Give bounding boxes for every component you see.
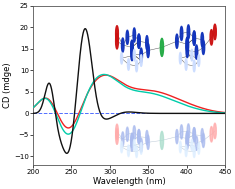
Circle shape bbox=[193, 128, 196, 142]
Circle shape bbox=[146, 36, 148, 50]
Circle shape bbox=[133, 49, 135, 61]
Circle shape bbox=[136, 60, 138, 72]
Circle shape bbox=[201, 129, 204, 143]
Circle shape bbox=[202, 40, 205, 54]
Circle shape bbox=[193, 60, 195, 72]
Circle shape bbox=[191, 49, 193, 61]
Circle shape bbox=[179, 52, 181, 64]
Circle shape bbox=[186, 37, 188, 51]
Circle shape bbox=[140, 138, 142, 152]
Circle shape bbox=[116, 33, 118, 49]
Circle shape bbox=[133, 139, 135, 151]
Circle shape bbox=[198, 55, 200, 66]
Circle shape bbox=[116, 124, 118, 140]
Circle shape bbox=[147, 43, 149, 58]
Circle shape bbox=[116, 129, 118, 144]
Circle shape bbox=[138, 34, 140, 48]
Circle shape bbox=[195, 45, 198, 59]
Circle shape bbox=[133, 126, 136, 140]
Circle shape bbox=[140, 55, 142, 66]
Circle shape bbox=[179, 141, 181, 153]
Circle shape bbox=[186, 131, 188, 146]
Circle shape bbox=[185, 145, 187, 157]
Circle shape bbox=[121, 52, 123, 64]
Circle shape bbox=[131, 40, 133, 54]
Circle shape bbox=[121, 141, 123, 153]
Circle shape bbox=[193, 31, 196, 45]
Circle shape bbox=[160, 131, 164, 149]
Circle shape bbox=[193, 31, 196, 45]
Circle shape bbox=[138, 129, 140, 144]
Circle shape bbox=[187, 124, 190, 138]
Circle shape bbox=[214, 24, 216, 40]
Circle shape bbox=[193, 146, 195, 158]
Circle shape bbox=[176, 129, 178, 144]
Circle shape bbox=[186, 131, 188, 146]
Circle shape bbox=[138, 34, 140, 48]
Circle shape bbox=[116, 26, 118, 41]
Circle shape bbox=[210, 30, 213, 45]
Circle shape bbox=[193, 128, 196, 142]
Circle shape bbox=[198, 143, 200, 154]
Circle shape bbox=[146, 130, 148, 145]
Circle shape bbox=[186, 43, 188, 58]
Circle shape bbox=[121, 38, 124, 52]
Circle shape bbox=[127, 145, 129, 157]
Circle shape bbox=[133, 28, 136, 42]
Circle shape bbox=[191, 139, 193, 151]
Circle shape bbox=[186, 135, 188, 149]
Circle shape bbox=[202, 133, 205, 147]
Circle shape bbox=[210, 126, 213, 142]
Circle shape bbox=[127, 59, 129, 70]
Circle shape bbox=[131, 46, 133, 61]
Circle shape bbox=[195, 136, 198, 150]
Circle shape bbox=[186, 37, 188, 51]
Circle shape bbox=[131, 40, 133, 54]
Circle shape bbox=[131, 133, 133, 147]
Circle shape bbox=[126, 30, 129, 44]
X-axis label: Wavelength (nm): Wavelength (nm) bbox=[93, 177, 165, 186]
Circle shape bbox=[185, 59, 187, 70]
Circle shape bbox=[121, 132, 124, 146]
Circle shape bbox=[138, 129, 140, 144]
Circle shape bbox=[180, 125, 183, 139]
Circle shape bbox=[160, 38, 164, 57]
Circle shape bbox=[180, 26, 183, 41]
Circle shape bbox=[136, 146, 138, 158]
Circle shape bbox=[140, 48, 142, 62]
Circle shape bbox=[131, 137, 133, 151]
Circle shape bbox=[131, 133, 133, 147]
Circle shape bbox=[140, 143, 142, 154]
Circle shape bbox=[214, 123, 216, 139]
Circle shape bbox=[187, 25, 190, 39]
Circle shape bbox=[126, 127, 129, 141]
Circle shape bbox=[201, 33, 204, 47]
Circle shape bbox=[176, 34, 178, 48]
Y-axis label: CD (mdge): CD (mdge) bbox=[4, 63, 12, 108]
Circle shape bbox=[147, 135, 149, 149]
